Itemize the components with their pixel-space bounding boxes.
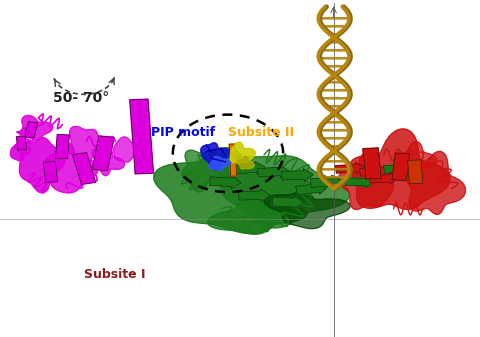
Polygon shape: [384, 162, 413, 174]
Polygon shape: [19, 138, 65, 193]
Polygon shape: [310, 175, 342, 188]
Polygon shape: [56, 134, 69, 159]
Text: 50- 70°: 50- 70°: [53, 91, 110, 105]
Polygon shape: [397, 142, 437, 176]
Polygon shape: [72, 153, 96, 184]
Polygon shape: [237, 156, 254, 169]
Polygon shape: [360, 166, 389, 177]
Text: Subsite I: Subsite I: [84, 268, 145, 281]
Polygon shape: [11, 143, 31, 161]
Polygon shape: [114, 137, 142, 162]
Polygon shape: [363, 148, 381, 179]
Polygon shape: [264, 191, 350, 229]
Polygon shape: [201, 143, 231, 170]
Polygon shape: [392, 153, 409, 181]
Polygon shape: [20, 116, 53, 141]
Text: Subsite II: Subsite II: [228, 126, 294, 140]
Polygon shape: [92, 136, 114, 171]
Polygon shape: [296, 182, 327, 195]
Polygon shape: [404, 151, 466, 214]
Polygon shape: [207, 198, 307, 234]
Polygon shape: [229, 144, 237, 176]
Polygon shape: [338, 152, 394, 210]
Polygon shape: [336, 163, 365, 174]
Polygon shape: [345, 177, 374, 188]
Polygon shape: [44, 142, 98, 193]
Polygon shape: [282, 169, 313, 181]
Polygon shape: [181, 150, 234, 192]
Polygon shape: [93, 148, 125, 176]
Polygon shape: [239, 189, 270, 202]
Polygon shape: [394, 170, 422, 181]
Polygon shape: [210, 176, 241, 189]
Polygon shape: [369, 173, 398, 184]
Text: PIP motif: PIP motif: [151, 126, 216, 140]
Polygon shape: [209, 156, 230, 171]
Polygon shape: [43, 161, 58, 182]
Polygon shape: [130, 99, 154, 174]
Polygon shape: [258, 165, 289, 178]
Polygon shape: [233, 162, 265, 174]
Polygon shape: [272, 196, 303, 209]
Polygon shape: [230, 142, 255, 163]
Polygon shape: [408, 160, 423, 184]
Polygon shape: [16, 136, 27, 150]
Polygon shape: [24, 122, 38, 138]
Polygon shape: [219, 156, 349, 228]
Polygon shape: [349, 129, 450, 209]
Polygon shape: [154, 148, 312, 234]
Polygon shape: [68, 126, 110, 163]
